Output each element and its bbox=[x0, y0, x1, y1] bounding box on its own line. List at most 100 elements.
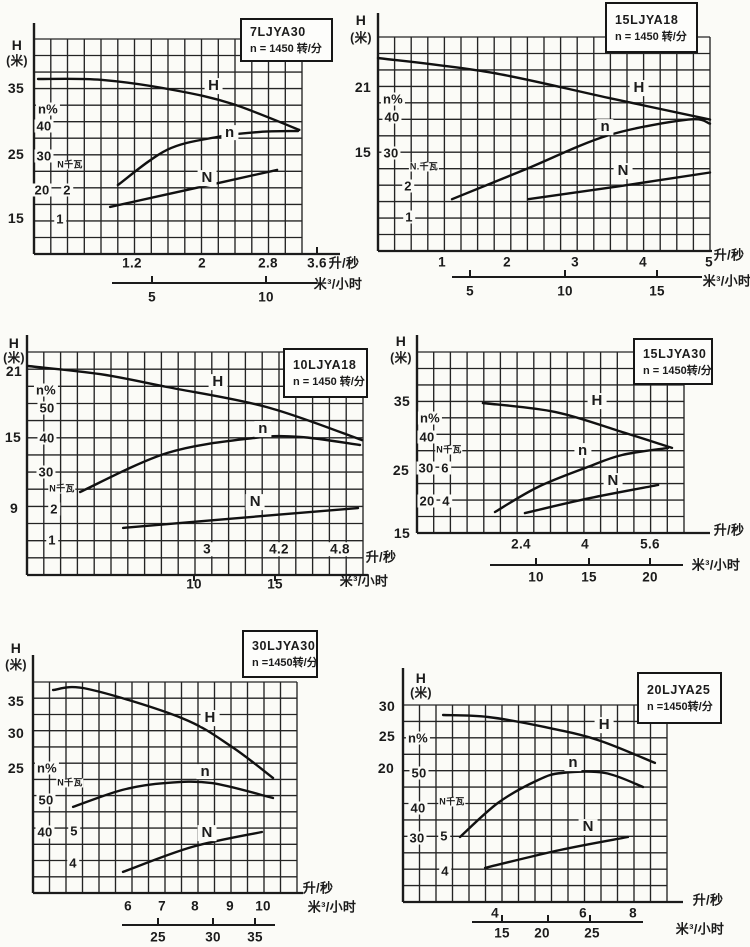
title-box-15LJYA18: 15LJYA18 n = 1450 转/分 bbox=[605, 2, 698, 53]
x-axis-label: 4.2 bbox=[267, 541, 291, 557]
pump-rotation-speed: n = 1450 转/分 bbox=[293, 376, 365, 389]
title-box-15LJYA30: 15LJYA30 n = 1450转/分 bbox=[633, 338, 713, 385]
m3h-scale-label: 15 bbox=[649, 283, 665, 299]
curve-n bbox=[493, 446, 670, 514]
m3h-scale-label: 25 bbox=[150, 929, 166, 945]
x-axis-label: 4 bbox=[581, 536, 589, 552]
flow-unit-m3h-label: 米³/小时 bbox=[313, 276, 363, 292]
y-axis-title-unit: (米) bbox=[350, 30, 372, 45]
title-box-7LJYA30: 7LJYA30 n = 1450 转/分 bbox=[240, 18, 333, 62]
y-axis-label: 20 bbox=[377, 760, 395, 776]
curve-label-N: N bbox=[613, 163, 633, 180]
flow-unit-lps-label: 升/秒 bbox=[328, 255, 360, 271]
curve-label-H: H bbox=[594, 717, 614, 733]
y-axis-label: 25 bbox=[7, 146, 25, 162]
y-axis-label: 50 bbox=[409, 765, 429, 781]
x-axis-label: 4.8 bbox=[328, 541, 352, 557]
curve-label-n: n bbox=[221, 124, 239, 141]
y-axis-title-h: H bbox=[415, 670, 427, 686]
y-axis-label: 20 bbox=[417, 493, 437, 509]
y-axis-title-unit: (米) bbox=[5, 657, 27, 672]
y-axis-label: 2 bbox=[61, 182, 73, 198]
curve-label-n: n bbox=[254, 421, 272, 437]
m3h-scale-label: 20 bbox=[642, 569, 658, 585]
x-axis-label: 8 bbox=[629, 905, 637, 921]
curve-N bbox=[108, 168, 279, 209]
x-axis-label: 2.8 bbox=[258, 255, 278, 271]
x-axis-label: 8 bbox=[191, 898, 199, 914]
m3h-scale-label: 15 bbox=[267, 576, 283, 592]
y-axis-label: 30 bbox=[416, 460, 436, 476]
curve-H bbox=[51, 685, 275, 780]
flow-unit-m3h-label: 米³/小时 bbox=[702, 273, 750, 289]
curve-label-N: N bbox=[603, 472, 623, 489]
curve-label-n: n bbox=[573, 443, 592, 459]
m3h-scale-label: 30 bbox=[205, 929, 221, 945]
pump-model-name: 10LJYA18 bbox=[293, 358, 357, 373]
m3h-scale-label: 15 bbox=[494, 925, 510, 941]
y-axis-label: 4 bbox=[440, 493, 452, 509]
y-axis-label: 30 bbox=[381, 145, 401, 161]
curve-label-n: n bbox=[596, 119, 614, 135]
curve-n bbox=[458, 770, 645, 839]
x-axis-label: 4 bbox=[491, 905, 499, 921]
y-axis-label: 2 bbox=[402, 178, 414, 194]
chart-20LJYA25 bbox=[401, 668, 683, 923]
m3h-scale-label: 25 bbox=[584, 925, 600, 941]
x-axis-label: 7 bbox=[158, 898, 166, 914]
curve-N bbox=[483, 835, 630, 870]
flow-unit-lps-label: 升/秒 bbox=[713, 522, 745, 538]
y-axis-title-h: H bbox=[10, 640, 22, 656]
y-axis-label: 30 bbox=[34, 148, 54, 164]
y-axis-label: 2 bbox=[48, 501, 60, 517]
title-box-20LJYA25: 20LJYA25 n =1450转/分 bbox=[637, 672, 722, 724]
y-axis-label: 50 bbox=[36, 792, 56, 808]
y-axis-label: 35 bbox=[393, 393, 411, 409]
y-axis-label: 21 bbox=[354, 79, 372, 95]
curve-H bbox=[441, 713, 657, 765]
y-axis-label: 20 bbox=[32, 182, 52, 198]
y-axis-label: N千瓦 bbox=[56, 159, 84, 170]
curve-N bbox=[121, 830, 264, 874]
y-axis-label: 5 bbox=[68, 823, 80, 839]
y-axis-label: N千瓦 bbox=[56, 777, 84, 788]
chart-15LJYA30 bbox=[415, 335, 710, 566]
y-axis-label: 40 bbox=[417, 429, 437, 445]
y-axis-label: 50 bbox=[37, 400, 57, 416]
y-axis-title-unit: (米) bbox=[3, 350, 25, 365]
y-axis-label: 40 bbox=[35, 824, 55, 840]
y-axis-label: 15 bbox=[7, 210, 25, 226]
pump-rotation-speed: n = 1450 转/分 bbox=[250, 43, 322, 56]
pump-rotation-speed: n = 1450转/分 bbox=[643, 364, 712, 377]
m3h-scale-label: 5 bbox=[148, 289, 156, 305]
x-axis-label: 5.6 bbox=[640, 536, 660, 552]
y-axis-label: 15 bbox=[354, 144, 372, 160]
x-axis-label: 4 bbox=[639, 254, 647, 270]
pump-model-name: 15LJYA18 bbox=[615, 12, 679, 27]
x-axis-label: 2 bbox=[503, 254, 511, 270]
y-axis-label: 30 bbox=[7, 725, 25, 741]
y-axis-title-h: H bbox=[355, 12, 367, 28]
y-axis-label: 15 bbox=[4, 429, 22, 445]
curve-label-H: H bbox=[204, 78, 223, 95]
chart-7LJYA30 bbox=[32, 23, 340, 284]
curve-label-n: n bbox=[564, 755, 582, 771]
curve-label-N: N bbox=[197, 170, 217, 187]
y-axis-label: 25 bbox=[378, 728, 396, 744]
y-axis-label: 35 bbox=[7, 80, 25, 96]
y-axis-title-h: H bbox=[395, 333, 407, 349]
title-box-10LJYA18: 10LJYA18 n = 1450 转/分 bbox=[283, 348, 368, 398]
curve-label-N: N bbox=[197, 825, 217, 841]
flow-unit-lps-label: 升/秒 bbox=[302, 880, 334, 896]
y-axis-label: 21 bbox=[5, 363, 23, 379]
curve-H bbox=[26, 364, 364, 442]
x-axis-label: 3 bbox=[571, 254, 579, 270]
y-axis-label: 1 bbox=[54, 211, 66, 227]
y-axis-label: N千瓦 bbox=[435, 444, 463, 455]
y-axis-label: 9 bbox=[9, 500, 19, 516]
y-axis-label: 40 bbox=[34, 118, 54, 134]
y-axis-label: 6 bbox=[439, 460, 451, 476]
m3h-scale-label: 35 bbox=[247, 929, 263, 945]
